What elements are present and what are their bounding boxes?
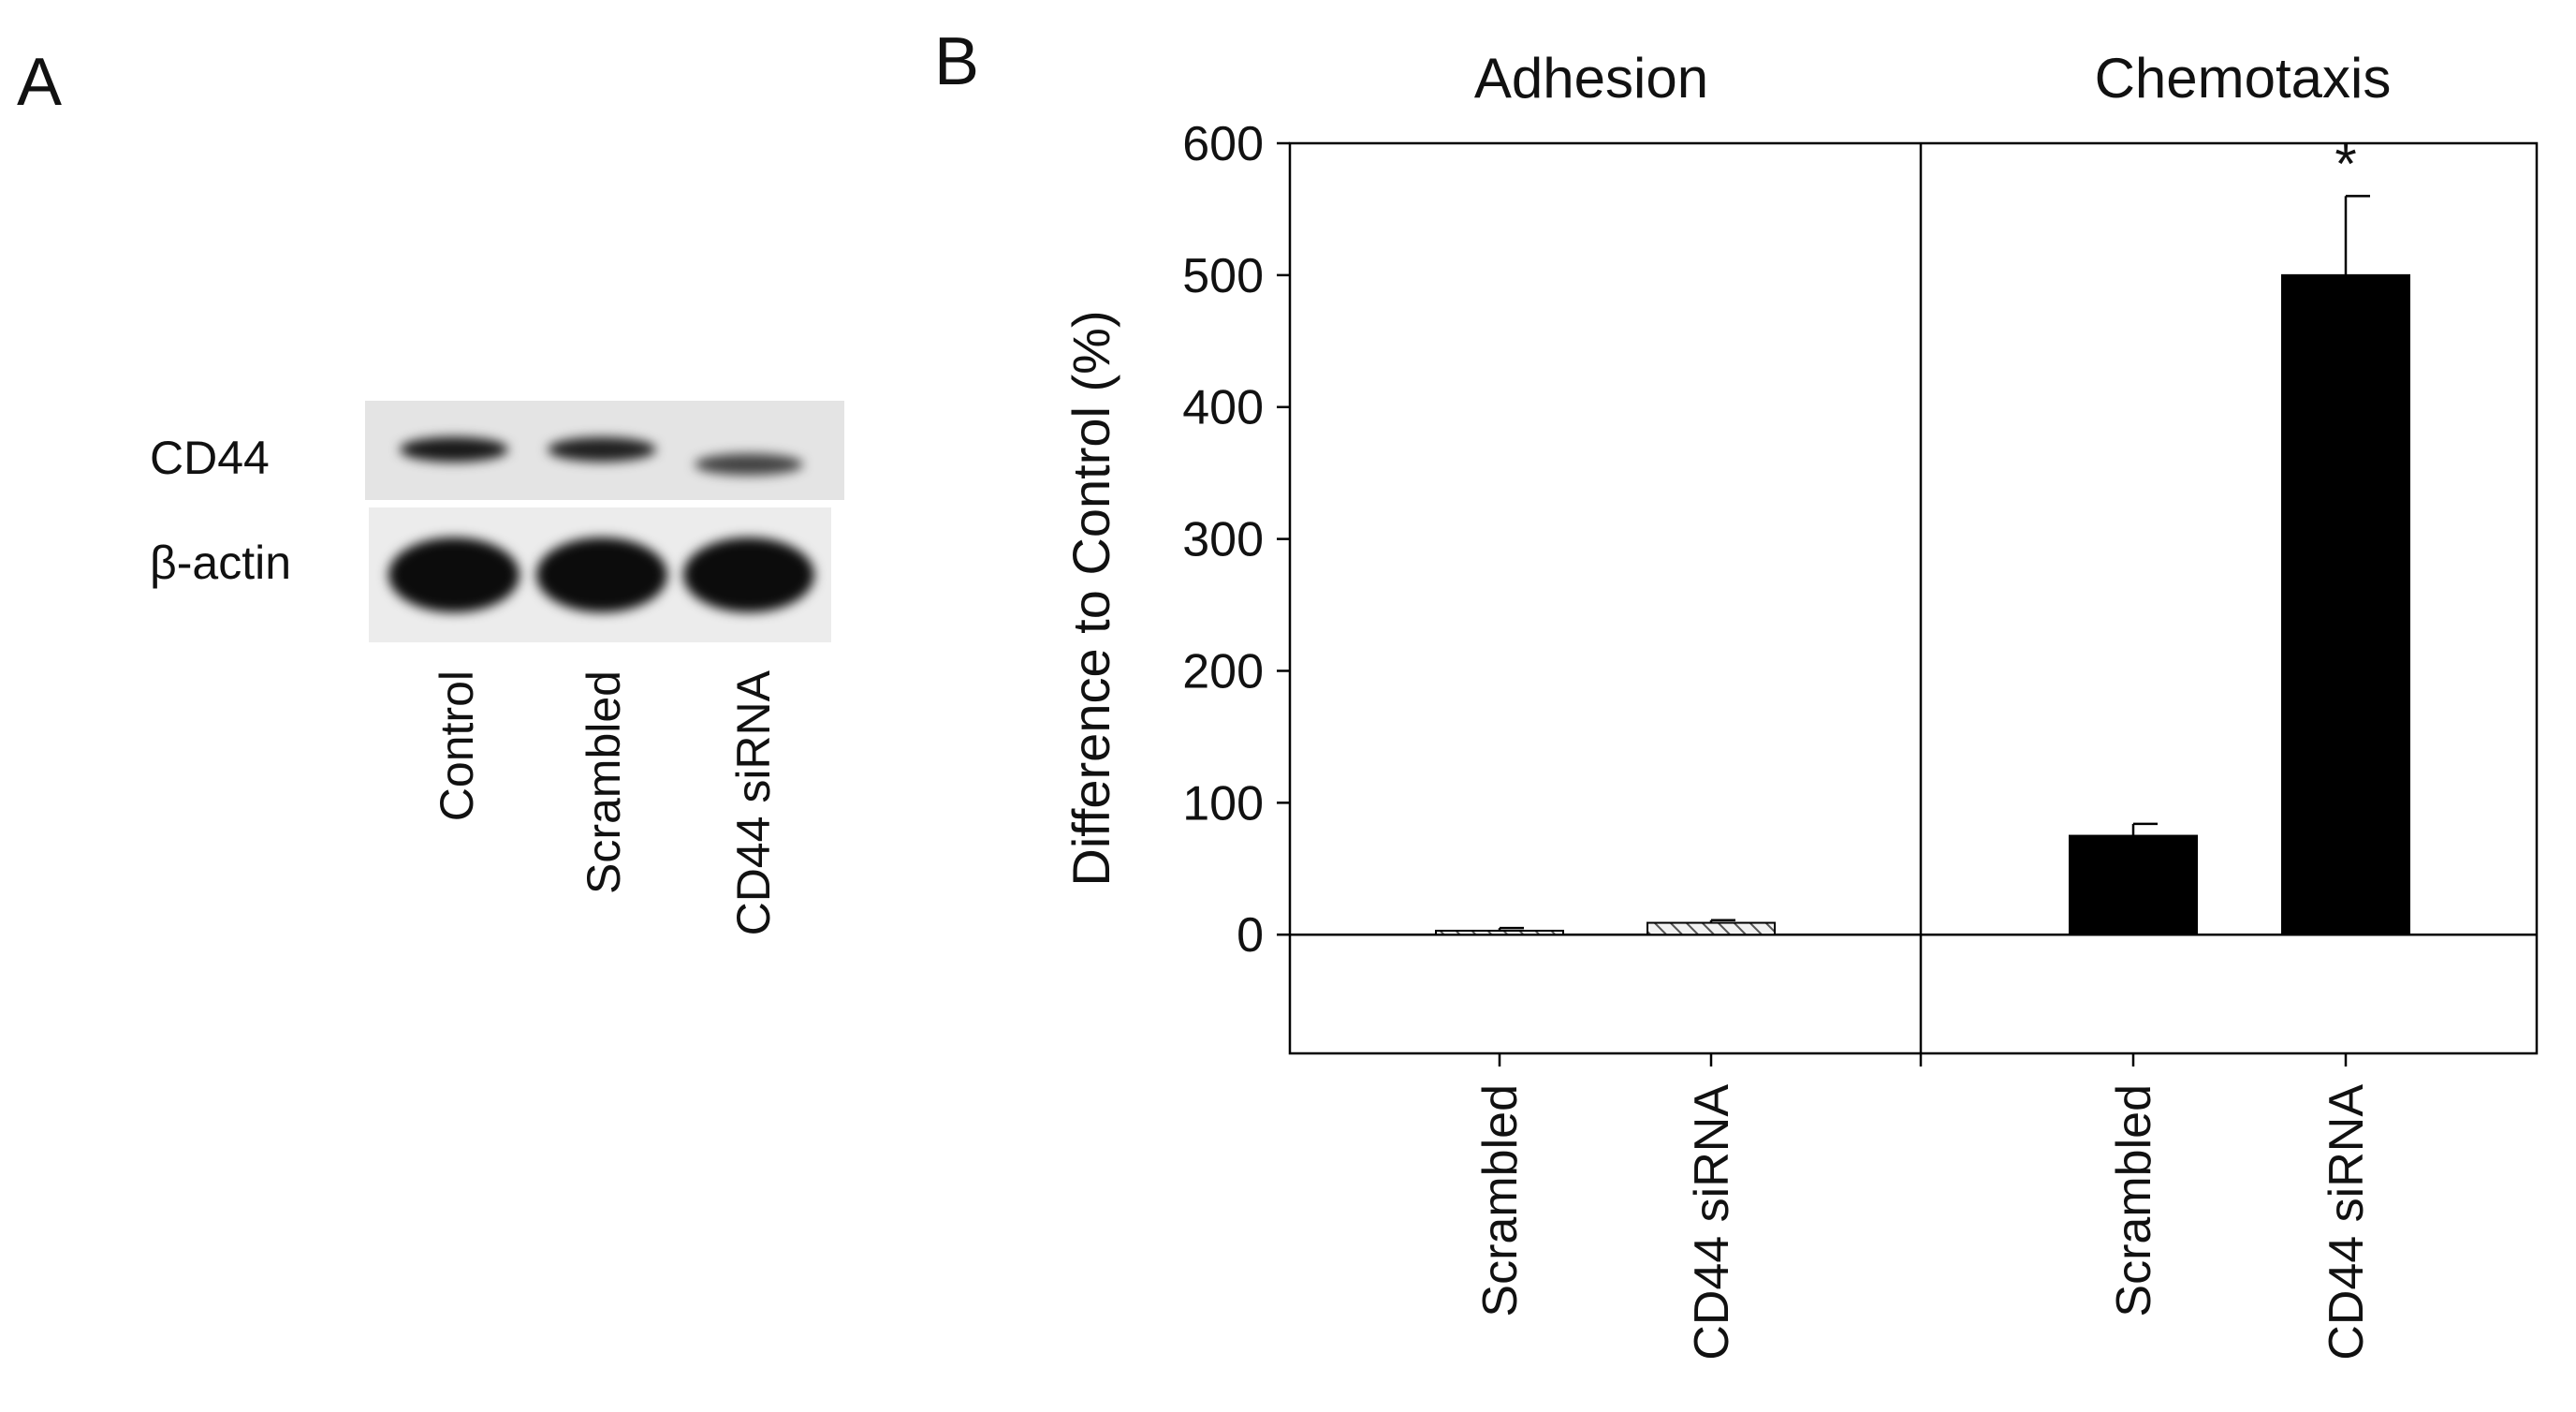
panel-a: A CD44 β-actin Control Scrambled CD44 siRN…: [17, 45, 844, 935]
band-beta-actin: [388, 537, 520, 612]
x-tick-label: Scrambled: [1473, 1084, 1528, 1317]
y-tick-label: 0: [1237, 908, 1264, 963]
band-cd44: [400, 436, 508, 463]
significance-marker: *: [2334, 132, 2356, 195]
group-title: Chemotaxis: [2095, 47, 2392, 110]
y-tick-label: 400: [1182, 381, 1264, 435]
x-tick-label: CD44 siRNA: [1685, 1084, 1739, 1361]
panel-b: B 0 100 200 300 400 500 600 Difference to Contr…: [934, 24, 2539, 1361]
y-tick-label: 100: [1182, 776, 1264, 831]
row-label-cd44: CD44: [150, 432, 270, 484]
band-beta-actin: [683, 537, 814, 612]
row-label-beta-actin: β-actin: [150, 537, 291, 589]
band-beta-actin: [536, 537, 667, 612]
y-tick-label: 600: [1182, 117, 1264, 171]
x-tick-label: CD44 siRNA: [2320, 1084, 2374, 1361]
blot-cd44: [365, 401, 844, 500]
y-tick-label: 300: [1182, 513, 1264, 567]
bar: [2281, 273, 2410, 936]
y-axis-label: Difference to Control (%): [1061, 310, 1120, 886]
x-tick-label: Scrambled: [2107, 1084, 2161, 1317]
plot-frame: [1288, 141, 2539, 1055]
lane-label: Scrambled: [578, 670, 630, 894]
panel-a-label: A: [17, 45, 62, 120]
bar: [1647, 921, 1776, 936]
bar: [2069, 834, 2198, 936]
band-cd44: [695, 453, 803, 476]
y-tick-label: 500: [1182, 249, 1264, 303]
lane-label: CD44 siRNA: [727, 669, 780, 935]
panel-b-label: B: [934, 24, 979, 99]
bar: [1435, 929, 1564, 936]
band-cd44: [548, 436, 656, 463]
group-title: Adhesion: [1474, 47, 1708, 110]
blot-beta-actin: [369, 507, 831, 642]
y-tick-label: 200: [1182, 644, 1264, 699]
lane-label: Control: [431, 670, 483, 821]
